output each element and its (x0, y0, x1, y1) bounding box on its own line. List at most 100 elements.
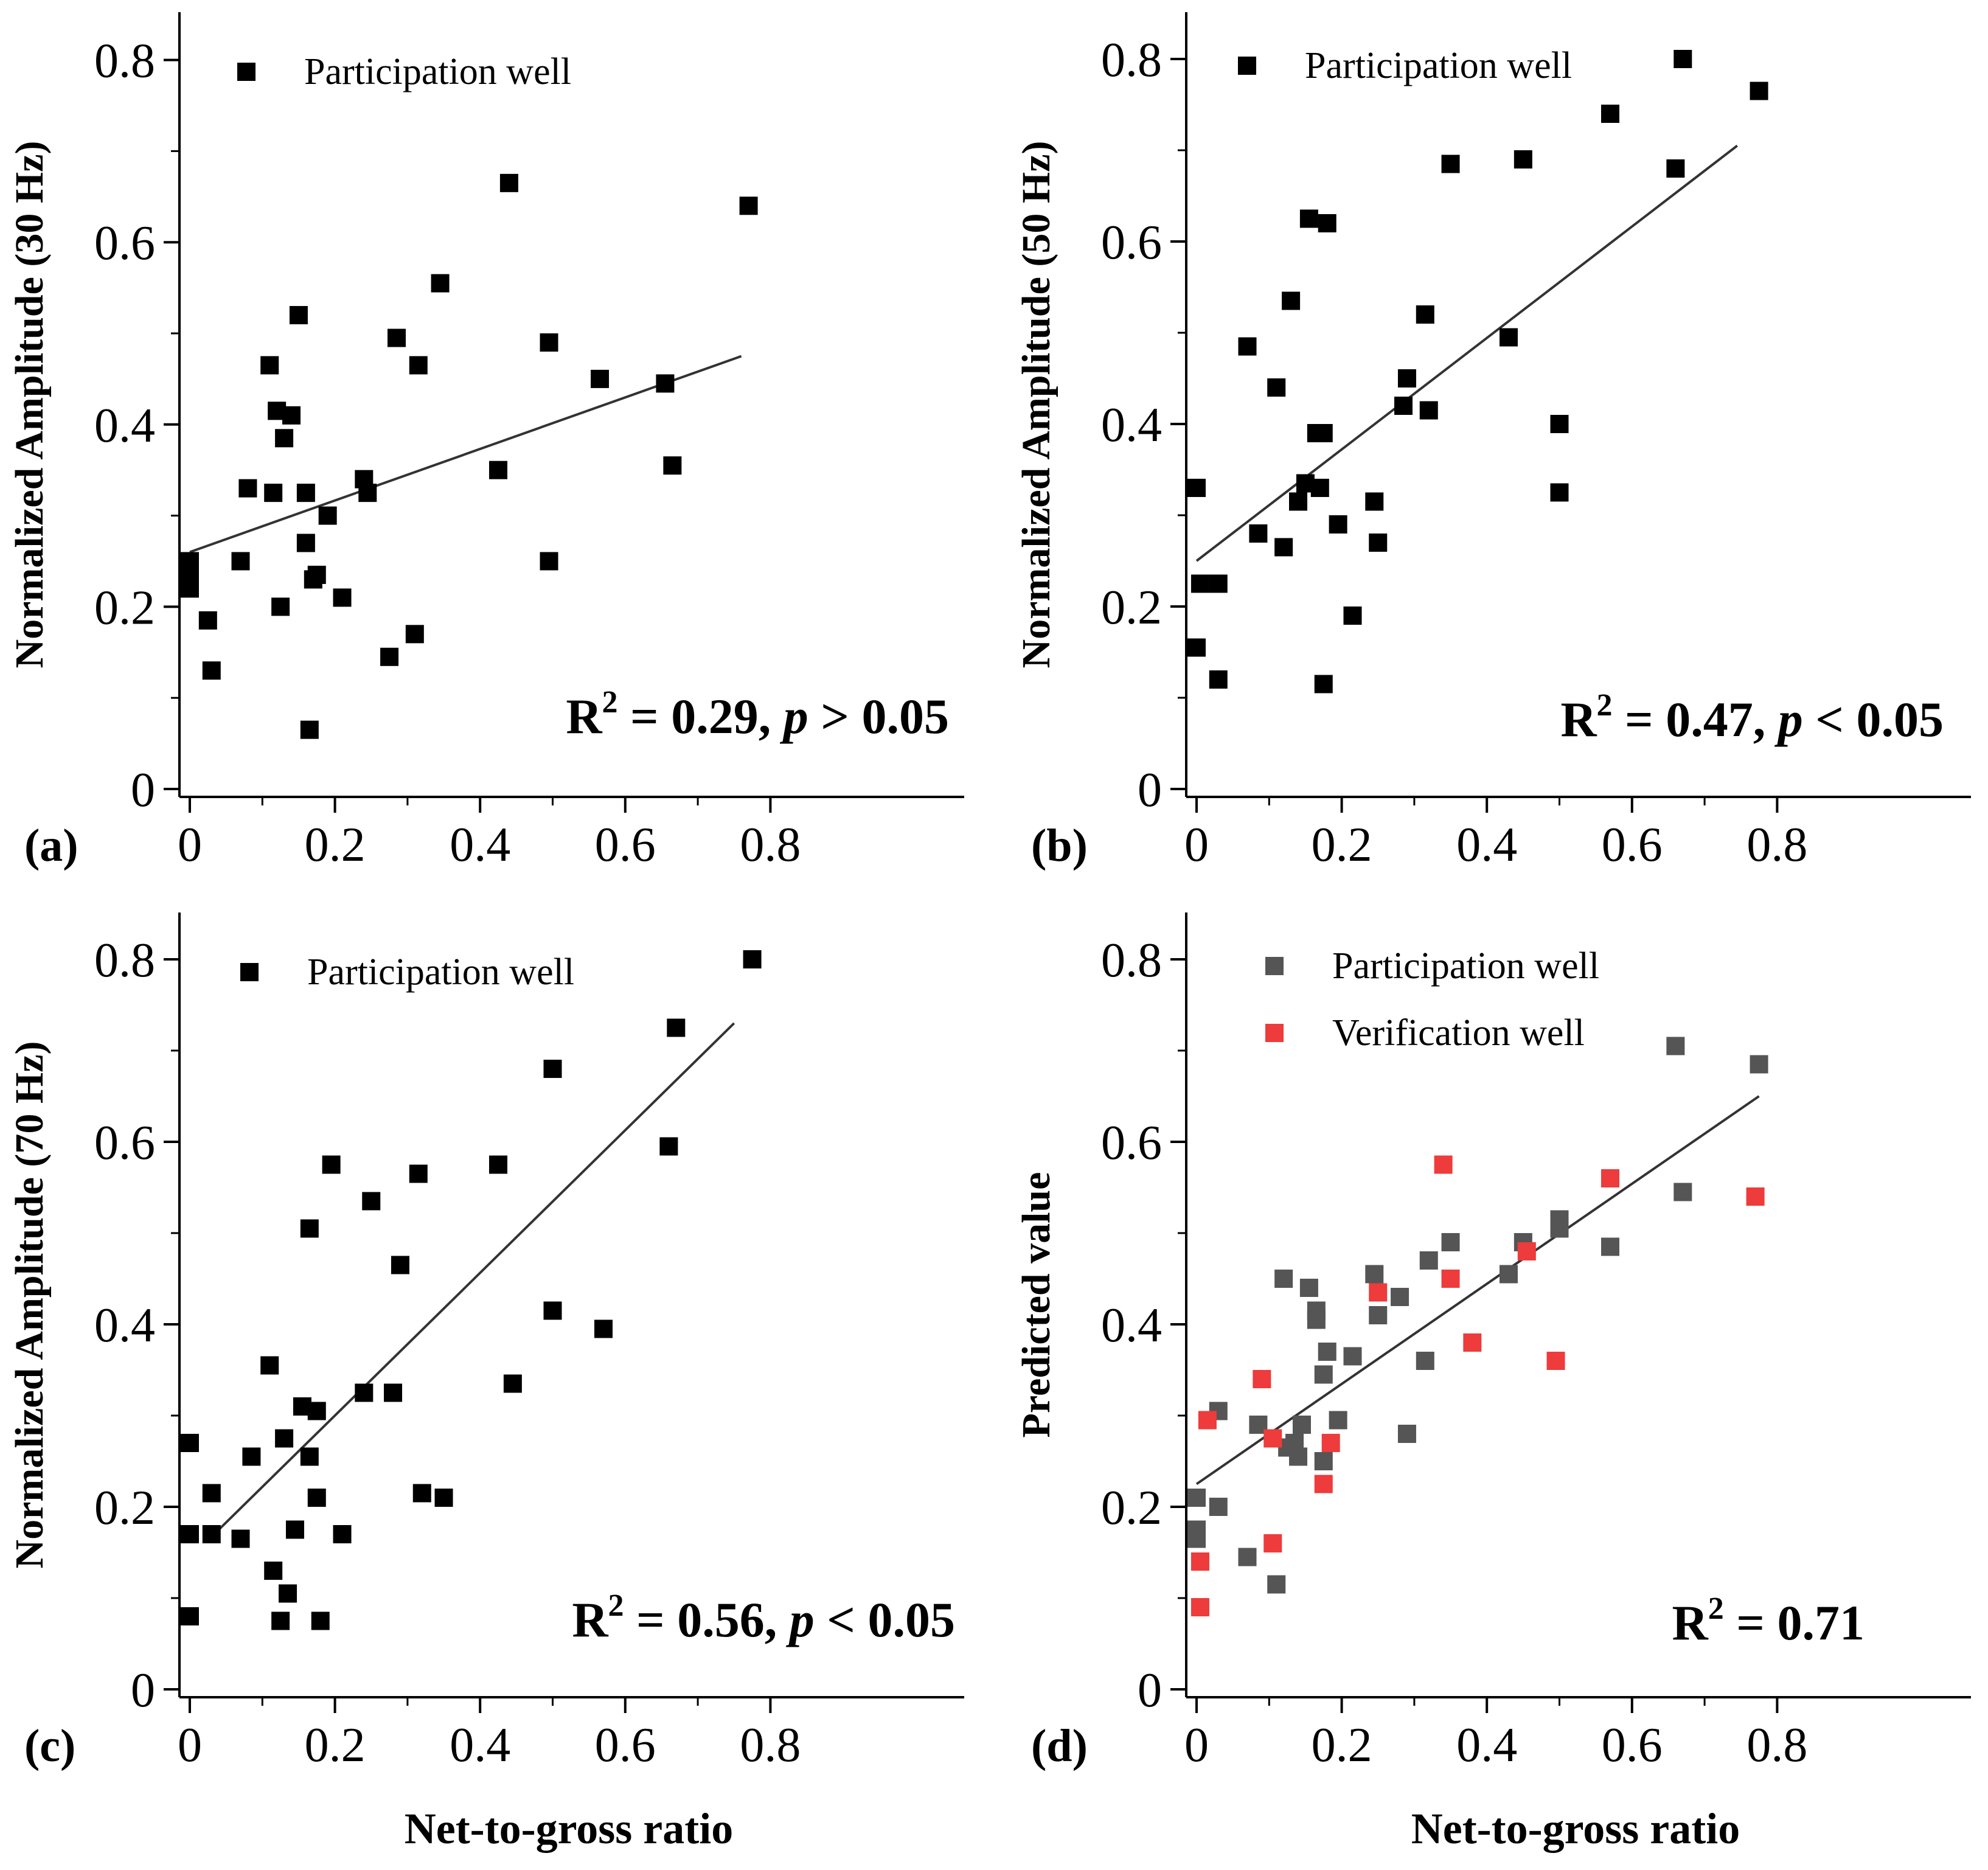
data-point (1198, 1411, 1217, 1430)
x-tick-label: 0.8 (740, 818, 801, 872)
data-point (391, 1256, 409, 1274)
data-point (1419, 1251, 1438, 1270)
data-point (1666, 159, 1685, 178)
data-point (279, 1584, 297, 1603)
data-point (1601, 105, 1620, 123)
data-point (1673, 50, 1692, 68)
data-point (1282, 291, 1301, 310)
data-point (1397, 1425, 1416, 1443)
data-point (260, 356, 279, 375)
data-point (380, 647, 399, 666)
x-tick-label: 0 (1184, 818, 1209, 872)
data-point (311, 1611, 330, 1630)
data-point (739, 196, 758, 215)
data-point (1343, 607, 1362, 625)
data-point (271, 1611, 290, 1630)
data-point (1369, 1283, 1388, 1302)
data-point (307, 565, 326, 584)
y-tick-label: 0.4 (94, 1299, 155, 1352)
x-tick-label: 0.2 (305, 818, 366, 872)
data-point (1314, 1475, 1333, 1493)
data-point (499, 173, 518, 192)
chart-panel-c: 0 0.2 0.4 0.6 0.8 0 0.2 0.4 0.6 0.8 Normalized Amp… (7, 912, 964, 1853)
series-verification-well (1190, 1155, 1765, 1616)
data-point (1190, 574, 1209, 593)
y-tick-label: 0.6 (94, 1116, 155, 1170)
x-tick-label: 0.6 (1602, 818, 1663, 872)
data-point (181, 579, 199, 598)
x-tick-label: 0.8 (1746, 818, 1807, 872)
x-tick-label: 0 (178, 1719, 202, 1772)
x-tick-label: 0.8 (1746, 1719, 1807, 1772)
series-participation-well (1187, 50, 1768, 693)
data-point (202, 1484, 221, 1503)
x-tick-label: 0.2 (305, 1719, 366, 1772)
x-tick-label: 0.4 (450, 1719, 510, 1772)
data-point (1190, 1552, 1209, 1571)
data-point (1365, 492, 1384, 511)
data-point (198, 611, 217, 630)
legend-marker (1238, 57, 1256, 75)
data-point (431, 274, 450, 293)
series-participation-well (181, 950, 762, 1630)
data-point (1517, 1242, 1536, 1260)
x-tick-label: 0.2 (1312, 818, 1372, 872)
y-tick-label: 0 (131, 763, 155, 817)
data-point (1249, 524, 1268, 543)
data-point (181, 1434, 199, 1452)
series-participation-well (1187, 1037, 1768, 1594)
data-point (1750, 1055, 1768, 1074)
r-squared-annotation: R2 = 0.56, p < 0.05 (572, 1588, 955, 1647)
legend-label: Verification well (1332, 1012, 1585, 1054)
x-tick-label: 0 (178, 818, 202, 872)
data-point (1314, 1365, 1333, 1384)
x-tick-label: 0 (1184, 1719, 1209, 1772)
legend-label: Participation well (1332, 945, 1599, 987)
data-point (409, 356, 428, 375)
data-point (1369, 1306, 1388, 1324)
data-point (300, 1447, 319, 1466)
y-tick-label: 0.6 (1101, 216, 1162, 269)
data-point (1441, 155, 1460, 173)
data-point (1253, 1370, 1271, 1388)
y-tick-label: 0.2 (1101, 1481, 1162, 1535)
panel-label: (d) (1031, 1720, 1088, 1771)
data-point (362, 1192, 381, 1211)
data-point (300, 1219, 319, 1238)
y-tick-label: 0.6 (94, 217, 155, 270)
data-point (181, 1607, 199, 1625)
data-point (1329, 515, 1347, 534)
data-point (1550, 1219, 1569, 1238)
data-point (1601, 1169, 1620, 1187)
data-point (296, 484, 315, 502)
data-point (1416, 1352, 1434, 1370)
x-tick-label: 0.6 (595, 1719, 656, 1772)
legend-marker (1265, 1024, 1284, 1042)
legend-marker (1265, 957, 1284, 975)
regression-line (218, 1022, 735, 1531)
data-point (1369, 534, 1388, 552)
panel-label: (c) (24, 1720, 75, 1771)
data-point (1289, 1447, 1308, 1466)
data-point (1238, 1548, 1257, 1566)
data-point (1750, 82, 1768, 100)
data-point (289, 306, 308, 325)
data-point (656, 374, 675, 393)
legend-marker (240, 963, 259, 981)
data-point (1263, 1429, 1282, 1448)
data-point (275, 429, 294, 448)
data-point (1187, 1529, 1206, 1548)
x-tick-label: 0.6 (1602, 1719, 1663, 1772)
data-point (1209, 670, 1228, 689)
data-point (591, 369, 610, 388)
data-point (1434, 1155, 1453, 1174)
panel-label: (b) (1031, 820, 1088, 871)
data-point (540, 333, 558, 352)
data-point (238, 479, 257, 498)
data-point (282, 406, 301, 425)
y-tick-label: 0.4 (1101, 398, 1162, 452)
data-point (1397, 369, 1416, 388)
x-tick-label: 0.2 (1312, 1719, 1372, 1772)
data-point (1546, 1352, 1565, 1370)
data-point (489, 1155, 508, 1174)
